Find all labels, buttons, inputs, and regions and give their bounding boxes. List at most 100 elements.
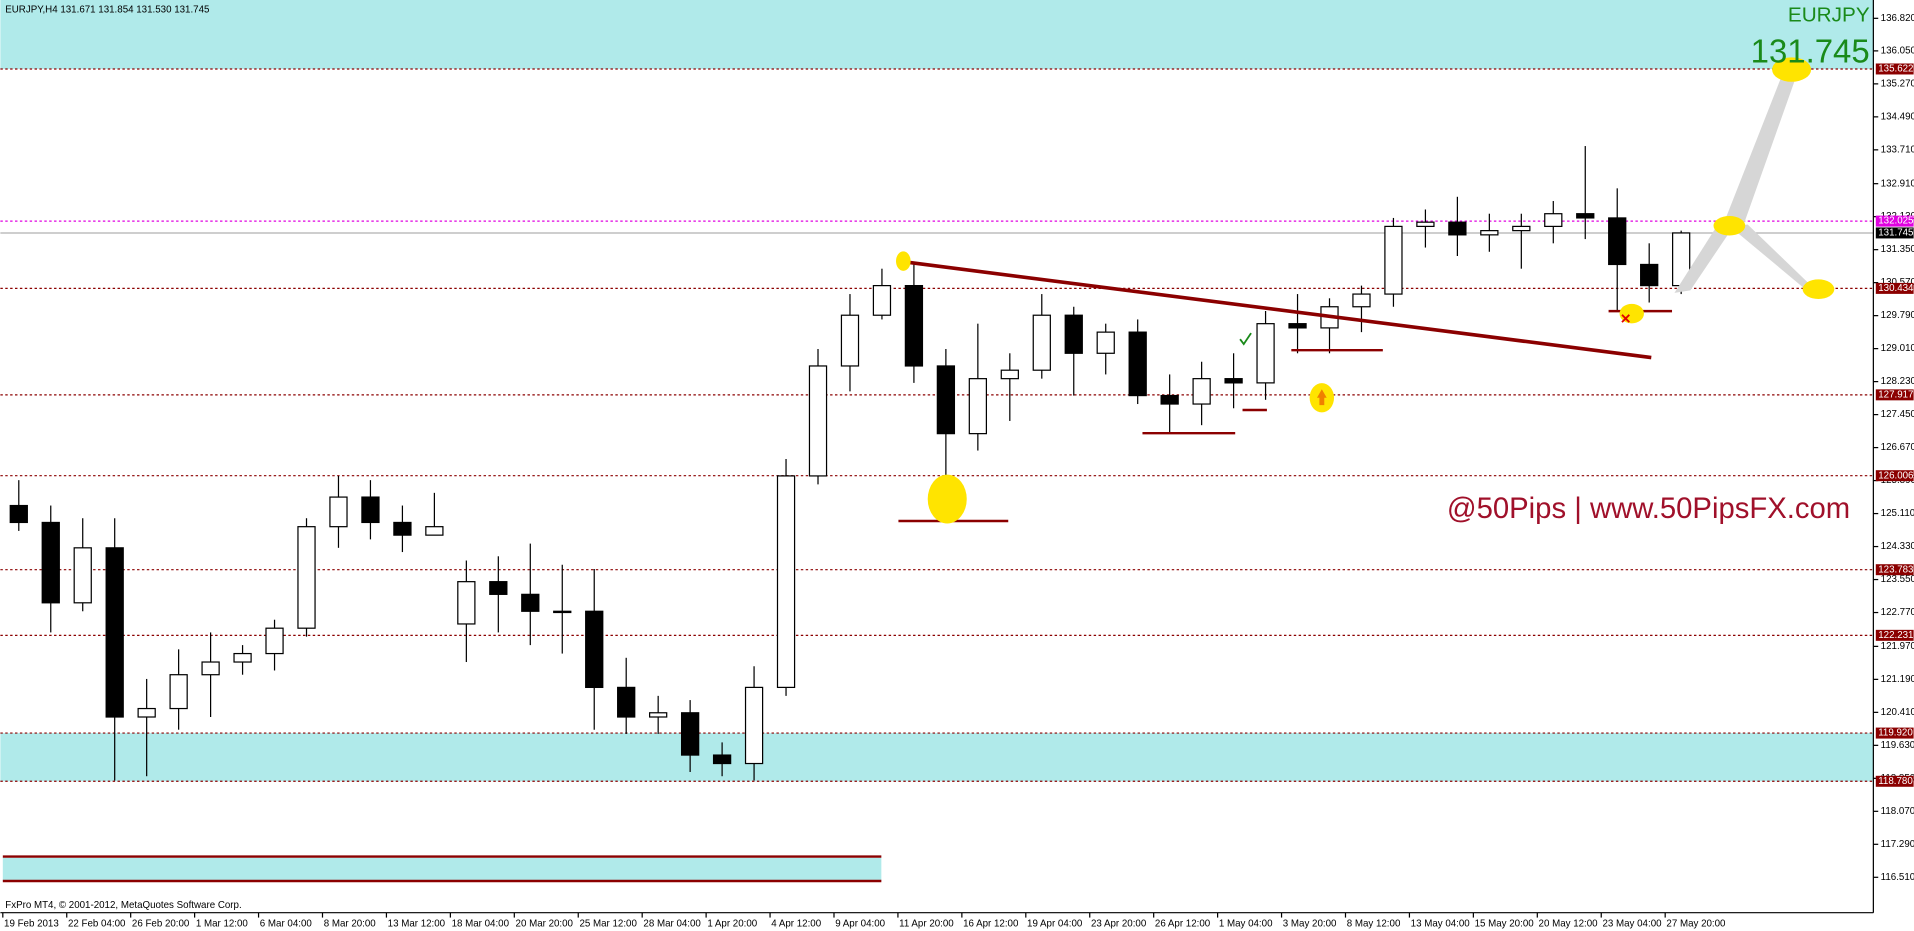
highlight — [1802, 279, 1835, 299]
y-tick-label: 136.820 — [1881, 13, 1914, 24]
y-tick-label: 117.290 — [1881, 839, 1914, 850]
x-tick-label: 3 May 20:00 — [1283, 918, 1337, 929]
candle-body — [872, 284, 892, 316]
candle-body — [808, 365, 828, 477]
zone — [0, 733, 1874, 782]
y-tick-label: 121.970 — [1881, 641, 1914, 652]
annotations — [2, 57, 1835, 883]
level-label: 122.231 — [1878, 630, 1913, 641]
x-tick-label: 23 May 04:00 — [1602, 918, 1662, 929]
x-tick-label: 6 Mar 04:00 — [260, 918, 313, 929]
candle-body — [9, 504, 28, 524]
projection-leg — [1730, 224, 1817, 291]
x-tick-label: 23 Apr 20:00 — [1091, 918, 1147, 929]
candle-body — [265, 627, 284, 655]
x-tick-label: 16 Apr 12:00 — [963, 918, 1019, 929]
watermark: @50Pips | www.50PipsFX.com — [1447, 492, 1850, 525]
x-tick-label: 18 Mar 04:00 — [452, 918, 510, 929]
x-tick-label: 27 May 20:00 — [1666, 918, 1726, 929]
level-label: 127.917 — [1878, 389, 1913, 400]
x-tick-label: 1 Apr 20:00 — [707, 918, 757, 929]
level-label-box — [1875, 215, 1914, 227]
highlight — [1713, 215, 1746, 236]
candle-body — [1128, 331, 1147, 397]
candle-body — [936, 365, 956, 435]
arrow-icon — [1316, 389, 1327, 406]
y-tick-label: 124.330 — [1881, 541, 1914, 552]
x-tick-label: 13 Mar 12:00 — [388, 918, 446, 929]
candle-body — [744, 686, 764, 765]
level-label-box — [1875, 629, 1914, 641]
header: EURJPY,H4 131.671 131.854 131.530 131.74… — [5, 4, 210, 15]
legend-band — [2, 857, 882, 881]
y-tick-label: 127.450 — [1881, 409, 1914, 420]
candle-body — [201, 661, 220, 676]
candle-body — [1192, 378, 1211, 405]
x-tick-label: 11 Apr 20:00 — [899, 918, 954, 929]
level-label-box — [1875, 727, 1914, 739]
x-tick-label: 19 Apr 04:00 — [1027, 918, 1083, 929]
x-tick-label: 19 Feb 2013 — [4, 918, 59, 929]
highlight — [1772, 57, 1812, 82]
copyright: FxPro MT4, © 2001-2012, MetaQuotes Softw… — [5, 900, 241, 911]
y-tick-label: 130.570 — [1881, 277, 1914, 288]
candle-body — [489, 581, 508, 595]
cross-icon — [1621, 314, 1630, 323]
level-label-box — [1875, 775, 1914, 787]
candle-body — [1416, 221, 1435, 228]
x-tick-label: 8 Mar 20:00 — [324, 918, 377, 929]
candle-body — [1160, 394, 1179, 405]
candle-body — [1512, 225, 1531, 232]
candle-body — [393, 521, 412, 536]
level-label: 131.745 — [1878, 228, 1914, 239]
y-tick-label: 125.110 — [1881, 508, 1914, 519]
candle-body — [968, 378, 988, 435]
symbol: EURJPY — [1788, 3, 1870, 26]
candle-body — [1608, 217, 1627, 266]
level-label: 126.006 — [1878, 470, 1913, 481]
candle-body — [553, 610, 572, 614]
level-label: 119.920 — [1878, 728, 1913, 739]
zone — [0, 0, 1874, 69]
y-tick-label: 123.550 — [1881, 574, 1914, 585]
candle-body — [680, 712, 700, 756]
x-tick-label: 1 Mar 12:00 — [196, 918, 249, 929]
zones — [0, 0, 1874, 782]
y-tick-label: 129.790 — [1881, 310, 1914, 321]
candle-body — [73, 547, 92, 604]
x-tick-label: 25 Mar 12:00 — [579, 918, 637, 929]
level-label: 118.780 — [1878, 776, 1913, 787]
candle-body — [361, 496, 380, 524]
y-tick-label: 122.770 — [1881, 607, 1914, 618]
trend-line — [898, 259, 1652, 360]
level-label-box — [1875, 470, 1914, 482]
candle-body — [169, 674, 188, 710]
level-label-box — [1875, 282, 1914, 294]
level-label-box — [1875, 389, 1914, 401]
candle-body — [649, 712, 668, 718]
price-label: 131.745 — [1751, 32, 1870, 69]
candle-body — [776, 475, 796, 689]
candle-body — [1448, 221, 1467, 236]
level-label: 130.434 — [1878, 283, 1914, 294]
candle-body — [297, 526, 316, 629]
candle-body — [712, 754, 732, 765]
candle-body — [1352, 293, 1371, 308]
highlight — [895, 251, 911, 271]
projection — [1674, 75, 1817, 293]
x-tick-label: 8 May 12:00 — [1347, 918, 1401, 929]
y-tick-label: 121.190 — [1881, 674, 1914, 685]
candle-body — [1224, 378, 1243, 384]
check-icon — [1239, 332, 1252, 346]
x-tick-label: 20 Mar 20:00 — [516, 918, 574, 929]
candle-body — [1544, 213, 1563, 228]
candle-body — [1288, 323, 1307, 329]
levels — [0, 68, 1874, 782]
level-label-box — [1875, 564, 1914, 576]
highlight — [927, 474, 967, 524]
candles — [9, 146, 1691, 781]
y-tick-label: 118.070 — [1881, 806, 1914, 817]
candle-body — [1384, 225, 1403, 295]
x-tick-label: 4 Apr 12:00 — [771, 918, 821, 929]
